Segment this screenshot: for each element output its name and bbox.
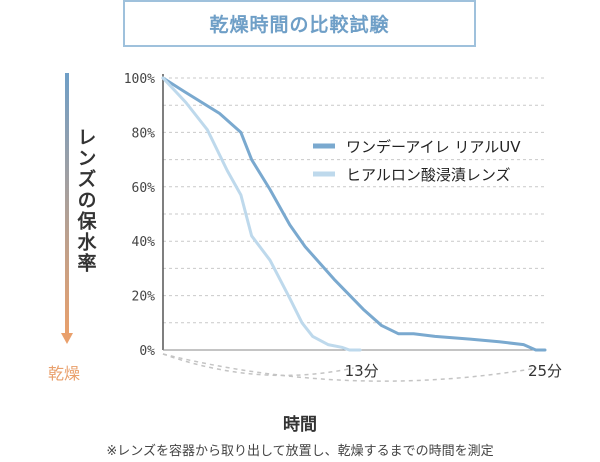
legend-label: ワンデーアイレ リアルUV bbox=[346, 138, 521, 156]
series-line-2 bbox=[161, 76, 362, 352]
series-line-1 bbox=[161, 76, 547, 352]
y-tick-label: 0% bbox=[139, 344, 155, 359]
x-tick-label: 13分 bbox=[345, 362, 379, 380]
footnote: ※レンズを容器から取り出して放置し、乾燥するまでの時間を測定 bbox=[106, 444, 494, 459]
y-tick-label: 20% bbox=[132, 290, 156, 305]
x-duration-arc bbox=[162, 353, 354, 377]
y-axis-label-text: レンズの保水率 bbox=[74, 127, 97, 274]
y-tick-label: 80% bbox=[132, 126, 156, 141]
y-tick-label: 60% bbox=[132, 181, 156, 196]
legend-label: ヒアルロン酸浸漬レンズ bbox=[346, 166, 511, 184]
y-tick-label: 100% bbox=[124, 72, 155, 87]
y-axis-label: レンズの保水率 bbox=[72, 127, 100, 274]
y-tick-label: 40% bbox=[132, 235, 156, 250]
x-duration-arc bbox=[162, 353, 538, 382]
chart-title: 乾燥時間の比較試験 bbox=[123, 0, 476, 47]
x-tick-label: 25分 bbox=[528, 362, 562, 380]
x-axis-label: 時間 bbox=[283, 415, 317, 435]
y-axis-arrow-shaft bbox=[65, 73, 69, 335]
y-arrow-end-label: 乾燥 bbox=[48, 364, 81, 383]
y-axis-arrow-head bbox=[61, 333, 73, 344]
